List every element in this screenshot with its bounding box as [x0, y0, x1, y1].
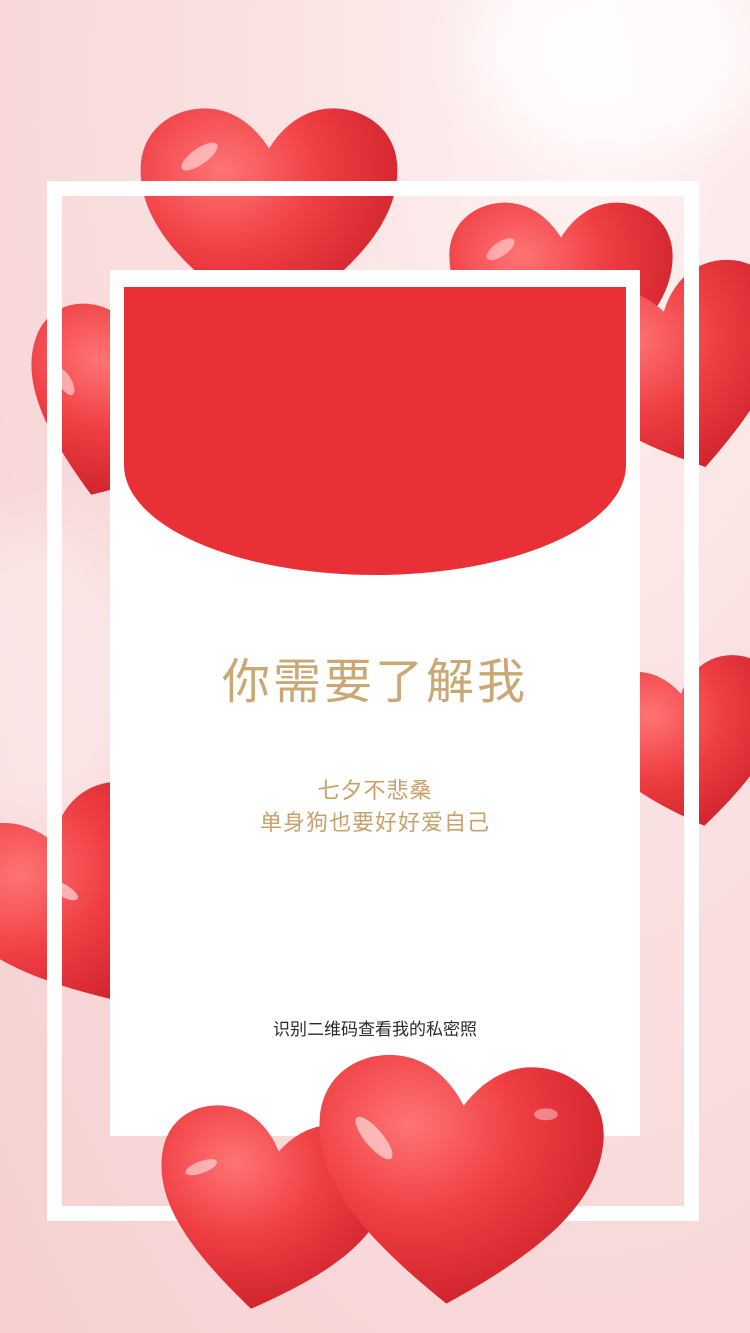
card-title: 你需要了解我	[221, 654, 528, 710]
heart-icon	[319, 1054, 604, 1304]
envelope-card: 你需要了解我 七夕不悲桑 单身狗也要好好爱自己 识别二维码查看我的私密照	[110, 270, 640, 1136]
subtitle-line-2: 单身狗也要好好爱自己	[259, 811, 490, 836]
subtitle-line-1: 七夕不悲桑	[317, 779, 433, 804]
qr-instruction-text: 识别二维码查看我的私密照	[273, 1020, 477, 1040]
light-glow	[470, 0, 750, 160]
envelope-flap	[124, 287, 626, 575]
